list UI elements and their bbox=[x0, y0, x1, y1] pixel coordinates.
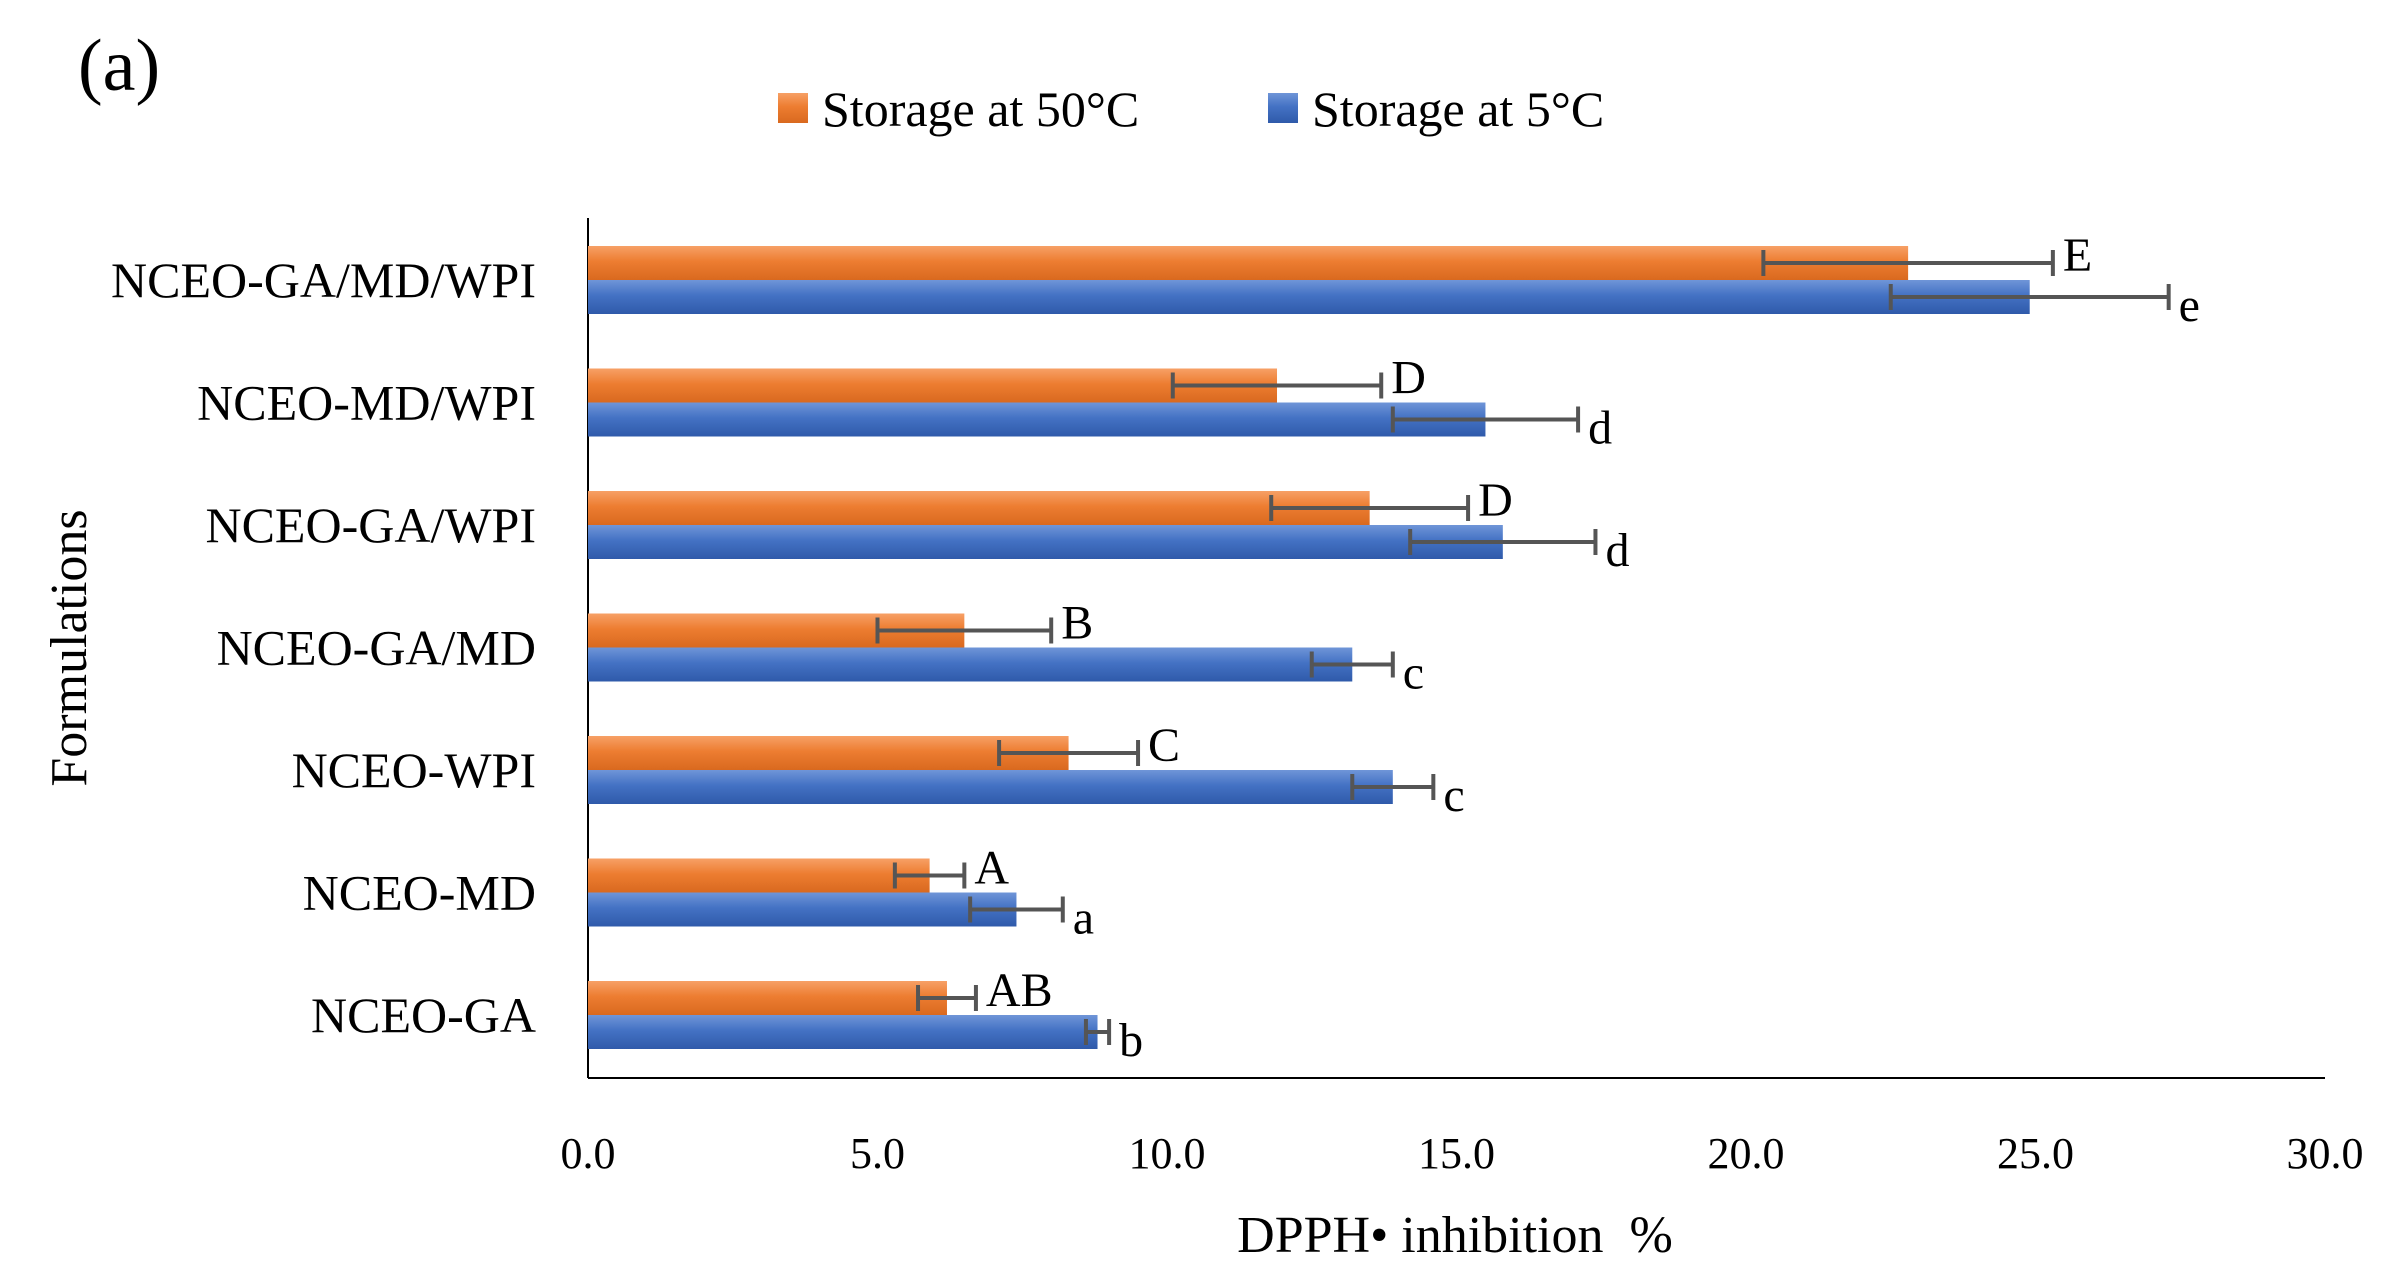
significance-label-5c: b bbox=[1119, 1014, 1143, 1067]
significance-label-5c: d bbox=[1605, 524, 1629, 577]
legend-label-5c: Storage at 5°C bbox=[1312, 81, 1604, 137]
category-labels: NCEO-GA/MD/WPI NCEO-MD/WPI NCEO-GA/WPI NCEO… bbox=[111, 252, 536, 1043]
error-bar-50c bbox=[916, 985, 978, 1011]
bar-50c bbox=[588, 246, 1909, 280]
category-label: NCEO-MD/WPI bbox=[197, 375, 536, 431]
error-bar-50c bbox=[997, 740, 1141, 766]
error-bar-5c bbox=[1309, 651, 1395, 678]
error-bar-50c bbox=[1761, 250, 2055, 276]
bar-50c bbox=[588, 368, 1278, 403]
error-bar-5c bbox=[1390, 406, 1581, 433]
significance-label-50c: B bbox=[1061, 597, 1093, 650]
bar-50c bbox=[588, 491, 1370, 525]
error-bar-5c bbox=[1083, 1019, 1112, 1045]
legend-swatch-50c bbox=[778, 93, 808, 123]
x-tick-label: 5.0 bbox=[850, 1129, 905, 1178]
category-label: NCEO-GA/MD bbox=[217, 620, 536, 676]
bar-5c bbox=[588, 1015, 1098, 1049]
bar-5c bbox=[588, 525, 1503, 559]
significance-label-5c: c bbox=[1403, 647, 1424, 700]
category-label: NCEO-GA/MD/WPI bbox=[111, 252, 536, 308]
y-axis-title: Formulations bbox=[41, 509, 98, 786]
error-bar-50c bbox=[1170, 372, 1384, 399]
error-bar-5c bbox=[968, 896, 1065, 923]
error-bar-5c bbox=[1408, 529, 1598, 555]
x-tick-label: 20.0 bbox=[1708, 1129, 1785, 1178]
significance-label-50c: D bbox=[1391, 352, 1426, 405]
bar-50c bbox=[588, 981, 947, 1015]
bar-5c bbox=[588, 770, 1393, 804]
bar-50c bbox=[588, 736, 1069, 770]
panel-label: (a) bbox=[78, 25, 160, 107]
bars bbox=[588, 246, 2030, 1049]
error-bar-50c bbox=[892, 862, 967, 889]
significance-label-5c: e bbox=[2179, 279, 2200, 332]
x-axis-title: DPPH• inhibition % bbox=[1237, 1207, 1673, 1264]
bar-5c bbox=[588, 402, 1486, 437]
x-tick-label: 15.0 bbox=[1418, 1129, 1495, 1178]
bar-5c bbox=[588, 280, 2030, 314]
x-tick-label: 10.0 bbox=[1129, 1129, 1206, 1178]
x-tick-label: 30.0 bbox=[2287, 1129, 2364, 1178]
significance-label-50c: A bbox=[974, 842, 1009, 895]
bar-50c bbox=[588, 858, 930, 893]
significance-labels: Ee Dd Dd Bc Cc Aa AB b bbox=[974, 229, 2200, 1067]
error-bar-50c bbox=[1269, 495, 1471, 521]
bar-5c bbox=[588, 892, 1017, 927]
significance-label-50c: D bbox=[1478, 474, 1513, 527]
significance-label-50c: E bbox=[2063, 229, 2092, 282]
x-tick-labels: 0.0 5.0 10.0 15.0 20.0 25.0 30.0 bbox=[561, 1129, 2364, 1178]
significance-label-50c: AB bbox=[986, 964, 1053, 1017]
error-bar-5c bbox=[1888, 284, 2171, 310]
error-bars bbox=[875, 250, 2171, 1045]
x-tick-label: 0.0 bbox=[561, 1129, 616, 1178]
x-tick-label: 25.0 bbox=[1997, 1129, 2074, 1178]
significance-label-5c: a bbox=[1073, 892, 1094, 945]
category-label: NCEO-GA/WPI bbox=[205, 497, 536, 553]
category-label: NCEO-GA bbox=[311, 987, 536, 1043]
category-label: NCEO-MD bbox=[303, 865, 536, 921]
error-bar-5c bbox=[1350, 774, 1436, 800]
significance-label-50c: C bbox=[1148, 719, 1180, 772]
significance-label-5c: c bbox=[1443, 769, 1464, 822]
significance-label-5c: d bbox=[1588, 402, 1612, 455]
bar-5c bbox=[588, 647, 1353, 682]
category-label: NCEO-WPI bbox=[292, 742, 536, 798]
error-bar-50c bbox=[875, 617, 1054, 644]
legend-swatch-5c bbox=[1268, 93, 1298, 123]
legend-label-50c: Storage at 50°C bbox=[822, 81, 1139, 137]
legend: Storage at 50°C Storage at 5°C bbox=[778, 81, 1604, 137]
